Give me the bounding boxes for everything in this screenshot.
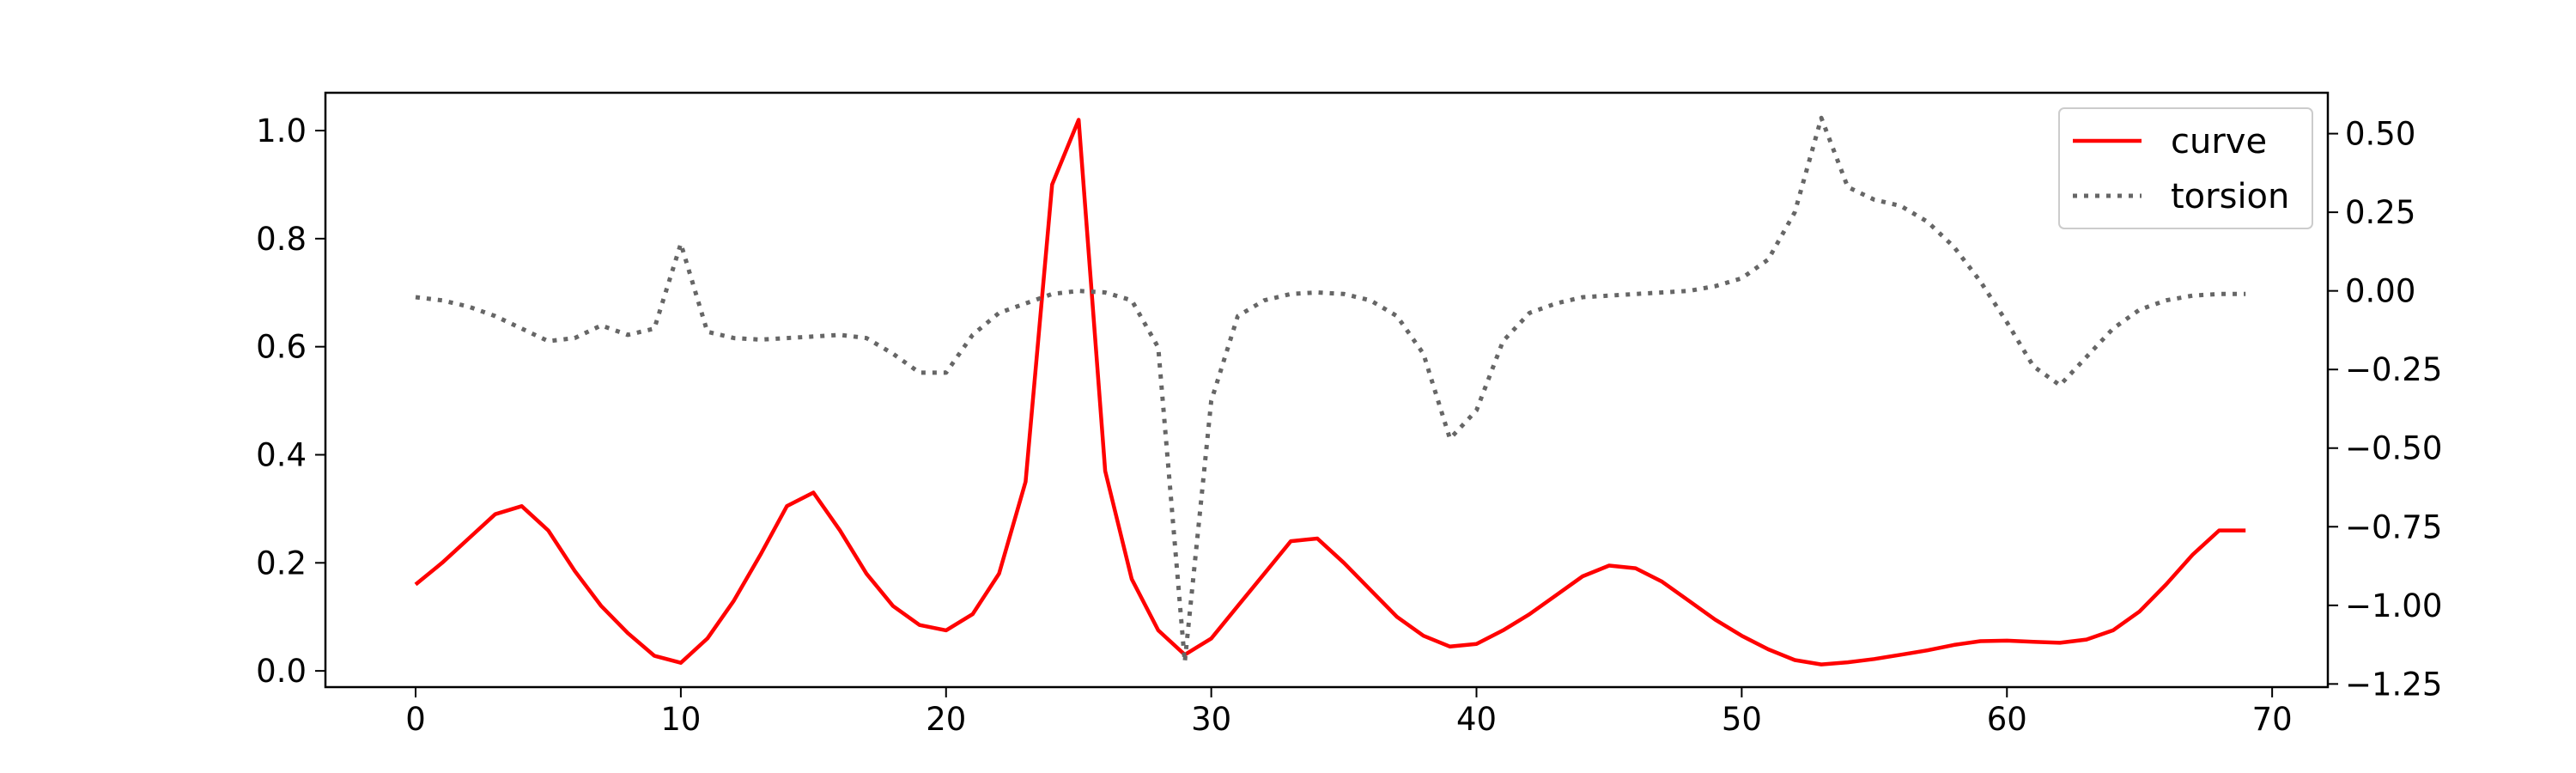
x-tick-label: 70 bbox=[2252, 701, 2293, 738]
legend-box bbox=[2058, 107, 2313, 229]
x-tick-label: 20 bbox=[926, 701, 966, 738]
plot-frame bbox=[324, 91, 2330, 689]
x-tick-label: 10 bbox=[660, 701, 701, 738]
y-tick-label: 0.8 bbox=[256, 221, 307, 258]
plot-lines bbox=[414, 115, 2246, 666]
x-tick-label: 30 bbox=[1191, 701, 1231, 738]
y-tick-label: 0.4 bbox=[256, 436, 307, 473]
y2-tick-label: −0.25 bbox=[2345, 351, 2442, 388]
y2-tick-label: 0.50 bbox=[2345, 116, 2415, 153]
legend-label-torsion: torsion bbox=[2171, 177, 2289, 216]
y-tick-label: 0.2 bbox=[256, 545, 307, 581]
y2-tick-label: −1.25 bbox=[2345, 666, 2442, 703]
y2-tick-label: 0.00 bbox=[2345, 273, 2415, 310]
y-axis-left: 0.0 0.2 0.4 0.6 0.8 1.0 bbox=[256, 113, 325, 690]
y2-tick-label: −0.50 bbox=[2345, 430, 2442, 467]
legend-label-curve: curve bbox=[2171, 122, 2267, 161]
y-tick-label: 1.0 bbox=[256, 113, 307, 149]
series-line-torsion bbox=[415, 115, 2246, 665]
series-line-curve bbox=[414, 118, 2246, 666]
y2-tick-label: −0.75 bbox=[2345, 508, 2442, 545]
y-tick-label: 0.0 bbox=[256, 653, 307, 690]
x-tick-label: 60 bbox=[1987, 701, 2027, 738]
x-tick-label: 0 bbox=[405, 701, 426, 738]
y2-tick-label: 0.25 bbox=[2345, 194, 2415, 231]
y-axis-right: 0.50 0.25 0.00 −0.25 −0.50 −0.75 −1.00 −1.25 bbox=[2328, 116, 2442, 703]
y-tick-label: 0.6 bbox=[256, 329, 307, 366]
x-axis: 0 10 20 30 40 50 60 70 bbox=[405, 687, 2293, 738]
y2-tick-label: −1.00 bbox=[2345, 587, 2442, 624]
x-tick-label: 50 bbox=[1722, 701, 1762, 738]
legend: curve torsion bbox=[2058, 107, 2313, 229]
x-tick-label: 40 bbox=[1456, 701, 1497, 738]
